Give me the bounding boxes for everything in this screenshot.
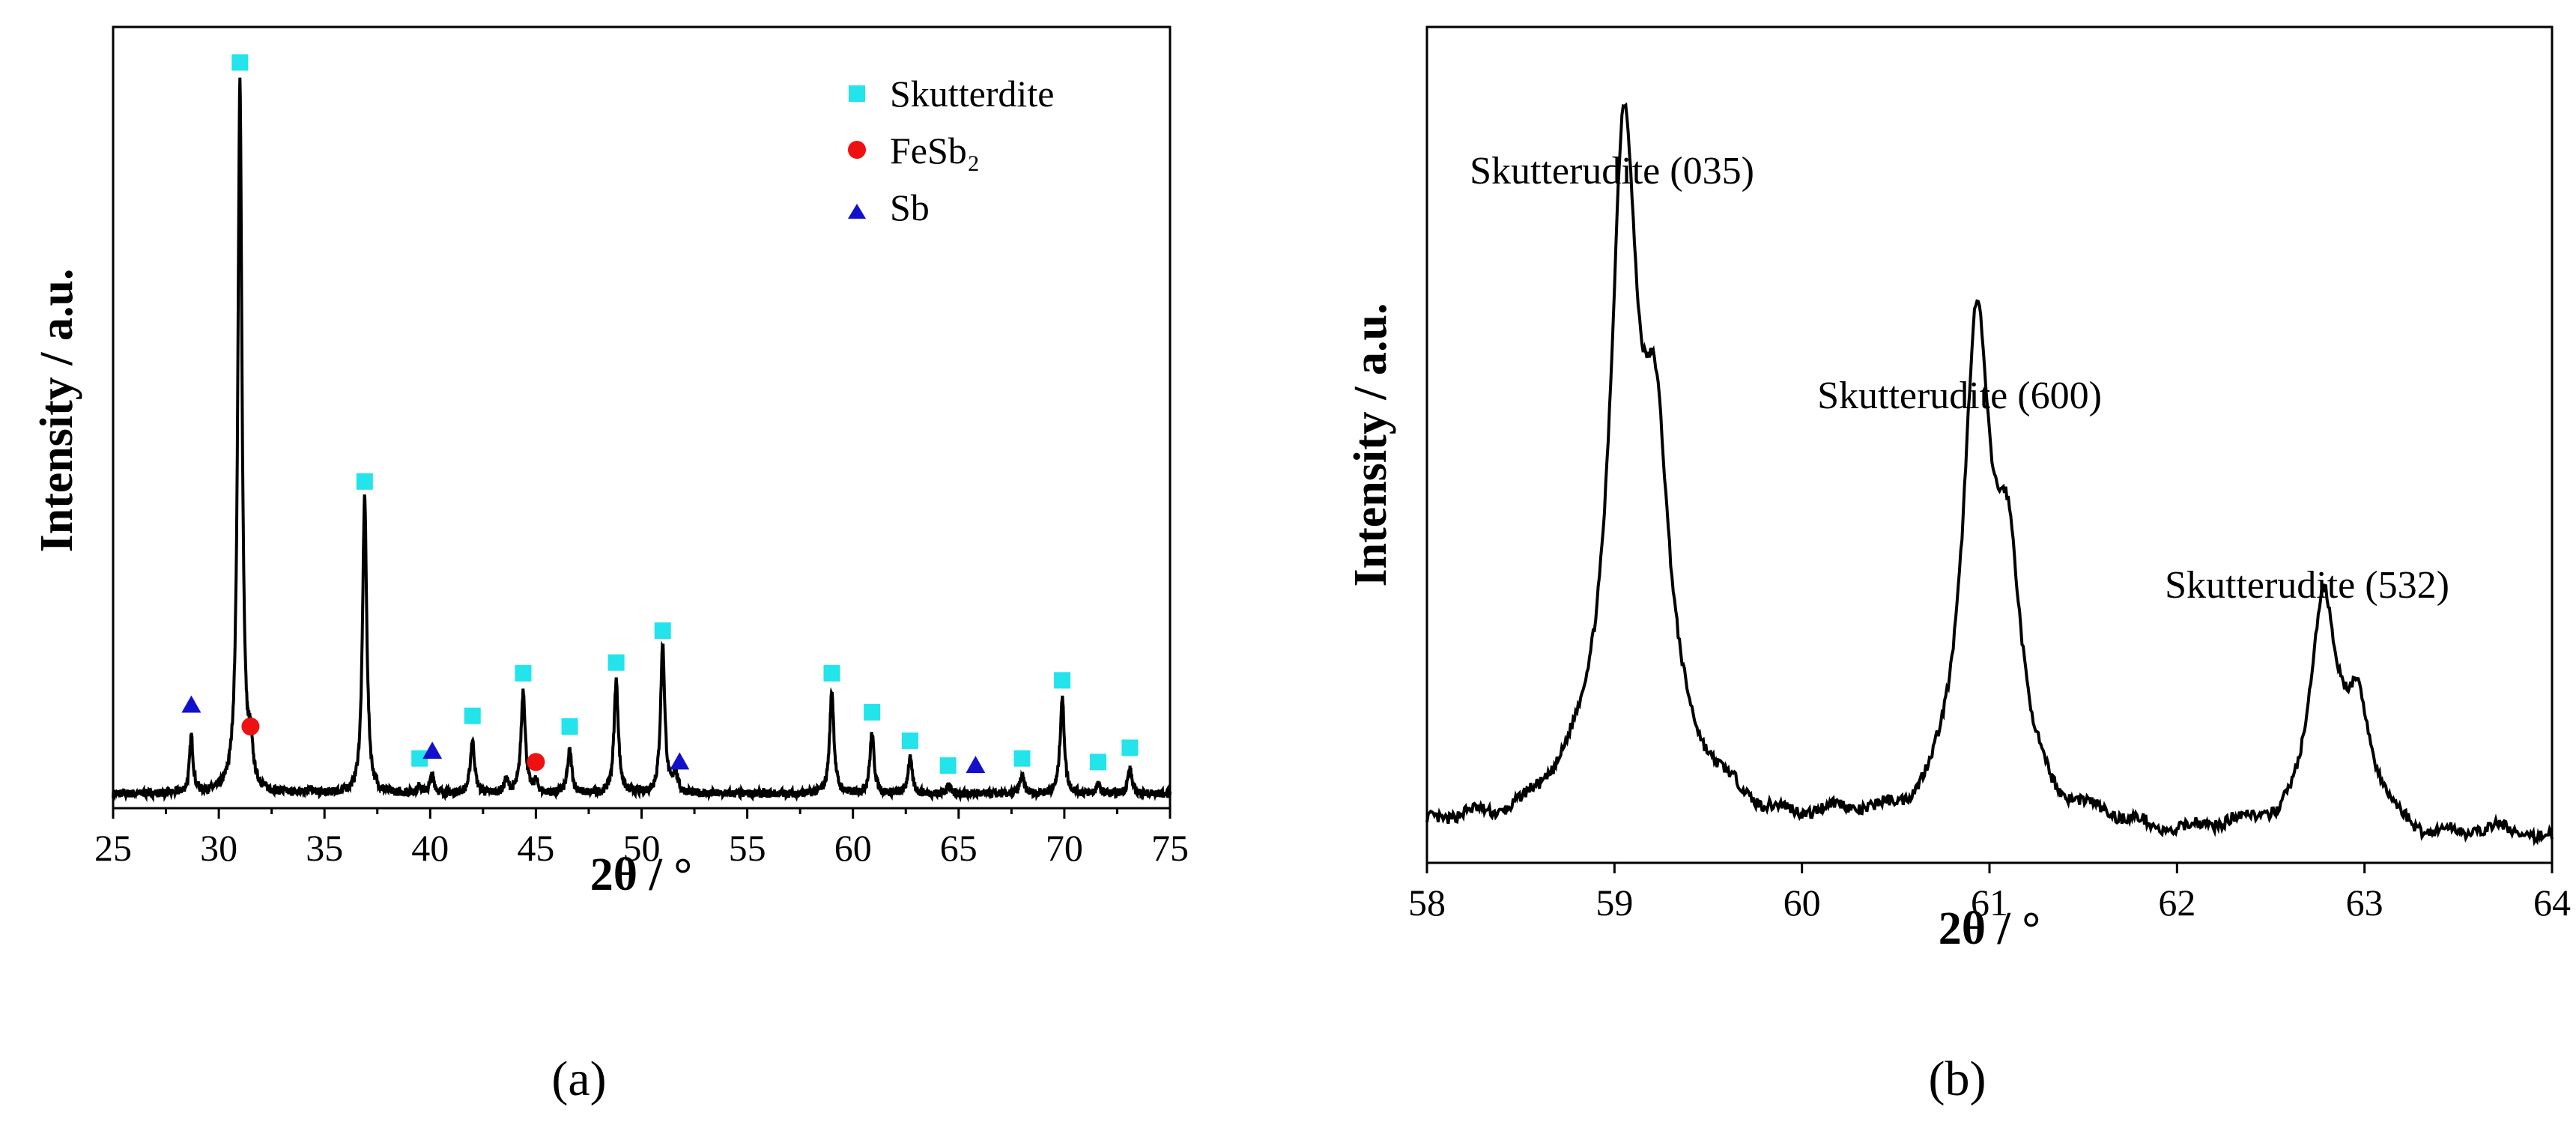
panel-a-x-axis-title: 2θ / ° — [590, 849, 692, 900]
x-tick-label: 30 — [200, 827, 237, 869]
xrd-pattern-line — [1425, 102, 2554, 846]
panel-a-marker-layer — [181, 54, 1139, 774]
legend-sb-swatch — [848, 204, 866, 219]
x-tick-label: 75 — [1151, 827, 1189, 869]
panel-a-y-axis-title: Intensity / a.u. — [31, 269, 82, 553]
phase-marker-skutterdite — [561, 718, 578, 735]
phase-marker-skutterdite — [939, 757, 957, 774]
panel-b-curve-layer — [1425, 102, 2554, 846]
x-tick-label: 58 — [1408, 882, 1446, 924]
panel-b-chart: 58 59 60 61 62 63 64 Skutterudite (035) Skutte… — [1345, 25, 2571, 1106]
phase-marker-skutterdite — [1054, 672, 1071, 689]
x-tick-label: 70 — [1046, 827, 1083, 869]
phase-marker-skutterdite — [864, 703, 881, 721]
legend-skutterdite-swatch — [849, 85, 865, 102]
x-tick-label: 45 — [517, 827, 554, 869]
phase-marker-fesb2 — [527, 753, 545, 771]
phase-marker-skutterdite — [411, 750, 428, 767]
panel-b-label: (b) — [1929, 1052, 1986, 1106]
phase-marker-skutterdite — [464, 707, 481, 724]
x-tick-label: 65 — [940, 827, 978, 869]
phase-marker-sb — [670, 752, 690, 770]
phase-marker-skutterdite — [607, 654, 625, 671]
panel-a-curve-layer — [112, 77, 1172, 803]
legend-sb-label: Sb — [890, 187, 930, 228]
phase-marker-skutterdite — [901, 732, 918, 749]
x-tick-label: 55 — [729, 827, 766, 869]
phase-marker-sb — [422, 742, 443, 759]
x-tick-label: 63 — [2346, 882, 2383, 924]
x-tick-label: 50 — [623, 827, 661, 869]
panel-a-legend: Skutterdite FeSb₂ Sb — [848, 73, 1054, 228]
x-tick-label: 61 — [1971, 882, 2008, 924]
x-tick-label: 40 — [411, 827, 449, 869]
x-tick-label: 59 — [1595, 882, 1633, 924]
x-tick-label: 35 — [306, 827, 343, 869]
phase-marker-fesb2 — [241, 717, 260, 736]
legend-fesb2-label: FeSb₂ — [890, 130, 980, 172]
panel-b-x-axis-title: 2θ / ° — [1939, 903, 2040, 954]
x-tick-label: 60 — [834, 827, 872, 869]
phase-marker-sb — [181, 695, 201, 713]
panel-b-y-axis-title: Intensity / a.u. — [1345, 303, 1396, 587]
panel-b-x-ticks: 58 59 60 61 62 63 64 — [1408, 863, 2571, 924]
phase-marker-skutterdite — [231, 54, 249, 71]
panel-a-label: (a) — [551, 1052, 606, 1106]
x-tick-label: 25 — [94, 827, 132, 869]
phase-marker-skutterdite — [654, 622, 671, 639]
legend-fesb2-swatch — [848, 141, 866, 159]
legend-skutterdite-label: Skutterdite — [890, 73, 1054, 115]
panel-a-x-ticks: 25 30 35 40 45 50 55 60 65 70 75 — [94, 808, 1189, 869]
x-tick-label: 60 — [1783, 882, 1821, 924]
phase-marker-skutterdite — [1121, 739, 1139, 756]
annotation-skutterudite-532: Skutterudite (532) — [2165, 564, 2449, 607]
xrd-pattern-line — [112, 77, 1172, 803]
panel-a-chart: 25 30 35 40 45 50 55 60 65 70 75 Skutterdite FeSb₂… — [31, 25, 1189, 1106]
annotation-skutterudite-035: Skutterudite (035) — [1470, 150, 1754, 192]
phase-marker-skutterdite — [515, 664, 532, 682]
phase-marker-skutterdite — [356, 473, 373, 490]
phase-marker-skutterdite — [823, 664, 840, 682]
annotation-skutterudite-600: Skutterudite (600) — [1817, 374, 2102, 417]
phase-marker-sb — [966, 756, 986, 774]
phase-marker-skutterdite — [1013, 750, 1031, 767]
x-tick-label: 64 — [2533, 882, 2571, 924]
panel-a-plot-frame — [112, 25, 1172, 810]
phase-marker-skutterdite — [1090, 753, 1107, 771]
x-tick-label: 62 — [2158, 882, 2195, 924]
